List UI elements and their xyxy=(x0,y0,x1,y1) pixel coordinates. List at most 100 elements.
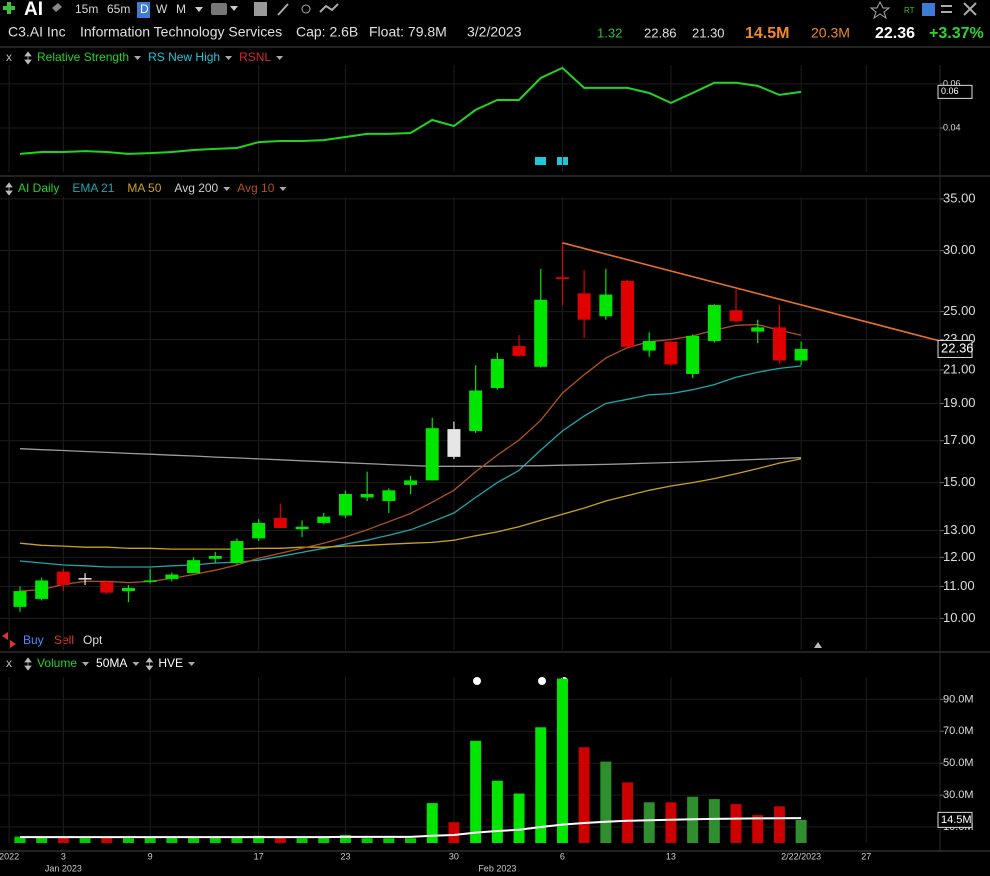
toggle-icon[interactable] xyxy=(24,51,32,65)
legend-item[interactable]: Avg 10 xyxy=(237,181,274,195)
candle-body xyxy=(360,493,374,498)
symbol[interactable]: AI xyxy=(24,0,43,20)
last-value-box xyxy=(937,84,973,99)
candle-body xyxy=(382,490,396,501)
dropdown-caret[interactable] xyxy=(279,187,287,191)
dropdown[interactable] xyxy=(230,6,238,11)
candle-body xyxy=(621,280,635,347)
dropdown-caret[interactable] xyxy=(188,662,196,666)
volume-bar xyxy=(773,806,785,843)
y-tick-label: 90.0M xyxy=(943,693,974,705)
x-tick-label: 3 xyxy=(61,851,66,861)
y-tick-label: 30.00 xyxy=(943,242,976,257)
candle-body xyxy=(208,555,222,559)
expand-icon[interactable] xyxy=(814,642,822,648)
legend-item[interactable]: Avg 200 xyxy=(174,181,218,195)
candle-body xyxy=(425,428,439,481)
industry: Information Technology Services xyxy=(80,24,282,40)
dropdown-caret[interactable] xyxy=(132,662,140,666)
x-tick-label-secondary: Feb 2023 xyxy=(478,863,516,873)
candle-body xyxy=(187,560,201,574)
interval[interactable]: W xyxy=(156,2,168,16)
candle-body xyxy=(165,574,179,579)
options-button[interactable]: Opt xyxy=(83,633,103,647)
legend-item[interactable]: AI Daily xyxy=(18,181,59,195)
legend-item[interactable]: RS New High xyxy=(148,50,220,64)
legend-item[interactable]: Relative Strength xyxy=(37,50,129,64)
legend-item[interactable]: 50MA xyxy=(96,656,127,670)
dropdown-caret[interactable] xyxy=(82,662,90,666)
avg-volume: 20.3M xyxy=(811,25,850,41)
volume-bar xyxy=(36,837,48,843)
toggle-icon[interactable] xyxy=(5,182,13,196)
x-tick-label-secondary: Jan 2023 xyxy=(45,863,82,873)
toggle-icon[interactable] xyxy=(145,657,154,671)
candle-body xyxy=(664,341,678,365)
close-icon[interactable] xyxy=(963,2,977,16)
legend-close[interactable]: x xyxy=(6,50,12,64)
volume-bar xyxy=(361,838,373,843)
volume-bar xyxy=(318,837,330,843)
icon[interactable] xyxy=(254,2,267,16)
candle-body xyxy=(751,327,765,332)
volume-bar xyxy=(795,819,807,843)
icon[interactable] xyxy=(277,3,289,16)
candle-body xyxy=(729,310,743,322)
volume-bar xyxy=(57,836,69,843)
dropdown-caret[interactable] xyxy=(276,56,284,60)
candle-body xyxy=(338,493,352,516)
legend-item[interactable]: EMA 21 xyxy=(72,181,114,195)
icon[interactable] xyxy=(301,4,311,14)
y-tick-label: 19.00 xyxy=(943,395,976,410)
y-tick-label: 25.00 xyxy=(943,303,976,318)
last-value-label: 22.36 xyxy=(941,340,974,355)
legend-close[interactable]: x xyxy=(6,656,12,670)
y-tick-label: 11.00 xyxy=(943,578,975,593)
volume-bar xyxy=(231,836,243,843)
interval[interactable]: 65m xyxy=(107,2,130,16)
candle-body xyxy=(794,348,808,361)
icon[interactable] xyxy=(52,3,62,12)
header: C3.AI Inc Information Technology Service… xyxy=(8,24,984,43)
dropdown-caret[interactable] xyxy=(134,56,142,60)
interval[interactable]: 15m xyxy=(75,2,98,16)
interval[interactable]: M xyxy=(176,2,186,16)
icon[interactable] xyxy=(922,3,935,16)
interval[interactable]: D xyxy=(140,2,149,16)
moving-average xyxy=(19,448,802,467)
icon[interactable] xyxy=(319,3,339,13)
trade-icon[interactable] xyxy=(2,632,16,648)
y-tick-label: 13.00 xyxy=(943,522,976,537)
watch-icon[interactable] xyxy=(869,0,891,20)
last-value-label: 14.5M xyxy=(941,814,972,826)
volume-bar xyxy=(448,822,460,843)
volume-bar xyxy=(665,802,677,843)
dropdown[interactable] xyxy=(195,7,203,12)
buy-button[interactable]: Buy xyxy=(23,633,44,647)
candle-body xyxy=(404,480,418,485)
icon[interactable] xyxy=(941,5,952,13)
legend-item[interactable]: Volume xyxy=(37,656,77,670)
icon[interactable] xyxy=(211,3,227,15)
sell-button[interactable]: Sell xyxy=(54,633,74,647)
legend-item[interactable]: RSNL xyxy=(239,50,271,64)
legend-item[interactable]: HVE xyxy=(158,656,183,670)
volume-bar xyxy=(101,836,113,843)
volume-bar xyxy=(274,836,286,843)
volume-bar xyxy=(253,835,265,843)
moving-average xyxy=(19,458,802,550)
interval-selected[interactable] xyxy=(137,2,150,18)
volume-bar xyxy=(556,678,568,843)
legend-item[interactable]: MA 50 xyxy=(127,181,161,195)
volume-bar xyxy=(209,837,221,843)
toggle-icon[interactable] xyxy=(24,657,32,671)
high: 22.86 xyxy=(644,25,677,40)
realtime[interactable]: RT xyxy=(904,6,915,15)
dropdown-caret[interactable] xyxy=(223,187,231,191)
candle-body xyxy=(707,304,721,341)
candle-body xyxy=(642,340,656,351)
add-icon[interactable] xyxy=(3,2,15,14)
hve-marker xyxy=(538,677,546,685)
dropdown-caret[interactable] xyxy=(225,56,233,60)
